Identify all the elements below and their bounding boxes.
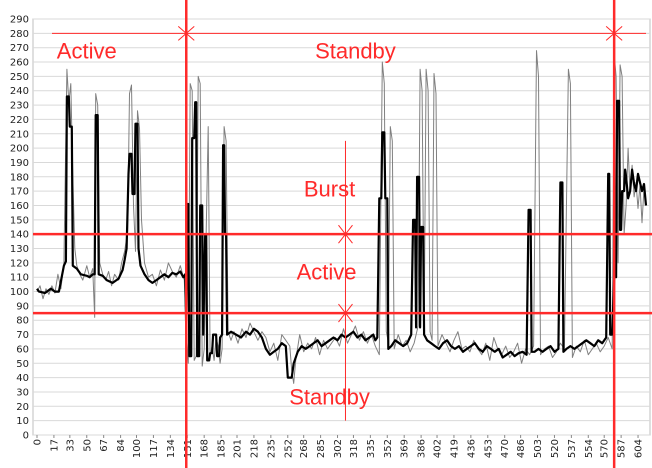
- arrow-head: [338, 224, 353, 244]
- y-tick-label: 260: [10, 58, 29, 69]
- arrow-head: [605, 25, 623, 41]
- y-tick-label: 120: [10, 258, 29, 269]
- x-tick-label: 335: [366, 439, 377, 458]
- y-tick-label: 250: [10, 72, 29, 83]
- y-tick-label: 240: [10, 86, 29, 97]
- y-tick-label: 0: [23, 431, 29, 442]
- x-tick-label: 402: [433, 439, 444, 458]
- y-tick-label: 60: [16, 344, 29, 355]
- x-tick-label: 201: [233, 439, 244, 458]
- x-tick-label: 285: [316, 439, 327, 458]
- gridlines: [32, 18, 651, 436]
- x-tick-label: 117: [149, 439, 160, 458]
- annotation-label: Standby: [289, 384, 370, 409]
- x-tick-label: 554: [584, 439, 595, 458]
- x-tick-label: 587: [617, 439, 628, 458]
- y-tick-label: 170: [10, 187, 29, 198]
- y-tick-label: 190: [10, 158, 29, 169]
- plot-frame: [32, 18, 651, 436]
- x-tick-label: 235: [266, 439, 277, 458]
- x-tick-label: 570: [600, 439, 611, 458]
- y-tick-label: 90: [16, 301, 29, 312]
- x-tick-label: 520: [550, 439, 561, 458]
- y-tick-label: 280: [10, 29, 29, 40]
- y-tick-label: 50: [16, 359, 29, 370]
- y-tick-label: 290: [10, 15, 29, 26]
- x-tick-label: 168: [200, 439, 211, 458]
- y-tick-label: 270: [10, 43, 29, 54]
- y-tick-label: 70: [16, 330, 29, 341]
- x-tick-label: 503: [533, 439, 544, 458]
- x-tick-label: 218: [249, 439, 260, 458]
- y-tick-label: 150: [10, 215, 29, 226]
- y-tick-label: 110: [10, 273, 29, 284]
- y-tick-label: 230: [10, 101, 29, 112]
- y-tick-label: 100: [10, 287, 29, 298]
- x-tick-label: 268: [299, 439, 310, 458]
- x-tick-label: 369: [400, 439, 411, 458]
- x-tick-label: 352: [383, 439, 394, 458]
- y-tick-label: 160: [10, 201, 29, 212]
- y-tick-label: 20: [16, 402, 29, 413]
- annotation-label: Standby: [315, 39, 396, 64]
- y-tick-label: 10: [16, 416, 29, 427]
- x-tick-label: 604: [634, 439, 645, 458]
- x-tick-label: 67: [99, 439, 110, 452]
- x-tick-label: 486: [516, 439, 527, 458]
- y-tick-label: 80: [16, 316, 29, 327]
- arrow-head: [177, 25, 195, 41]
- x-tick-label: 151: [183, 439, 194, 458]
- x-tick-label: 386: [417, 439, 428, 458]
- x-tick-label: 100: [132, 439, 143, 458]
- annotations: Active Standby Burst Active Standby: [33, 0, 652, 468]
- annotation-label: Active: [57, 39, 117, 64]
- smoothed-series-line: [36, 95, 648, 379]
- arrow-head: [338, 303, 353, 323]
- x-tick-label: 0: [33, 439, 44, 445]
- x-tick-label: 419: [449, 439, 460, 458]
- x-tick-label: 302: [333, 439, 344, 458]
- y-tick-label: 140: [10, 230, 29, 241]
- x-tick-label: 33: [65, 439, 76, 452]
- x-tick-label: 453: [483, 439, 494, 458]
- x-tick-label: 185: [217, 439, 228, 458]
- x-tick-label: 17: [49, 439, 60, 452]
- y-tick-label: 40: [16, 373, 29, 384]
- y-tick-label: 200: [10, 144, 29, 155]
- x-tick-label: 84: [116, 439, 127, 452]
- x-tick-label: 318: [349, 439, 360, 458]
- annotation-label: Burst: [304, 176, 355, 201]
- x-tick-label: 252: [283, 439, 294, 458]
- x-tick-label: 470: [500, 439, 511, 458]
- annotation-label: Active: [297, 259, 357, 284]
- x-tick-label: 50: [82, 439, 93, 452]
- y-tick-label: 220: [10, 115, 29, 126]
- y-axis: 0 10 20 30 40 50 60 70 80 90 100 110 120 130 140 150 160…: [10, 15, 29, 442]
- y-tick-label: 210: [10, 129, 29, 140]
- y-tick-label: 130: [10, 244, 29, 255]
- x-axis: 0 17 33 50 67 84 100 117 134 151 168 185 201 218 235 25…: [33, 435, 645, 458]
- y-tick-label: 30: [16, 387, 29, 398]
- x-tick-label: 134: [166, 439, 177, 458]
- y-tick-label: 180: [10, 172, 29, 183]
- x-tick-label: 537: [567, 439, 578, 458]
- series-group: [36, 50, 648, 384]
- x-tick-label: 436: [466, 439, 477, 458]
